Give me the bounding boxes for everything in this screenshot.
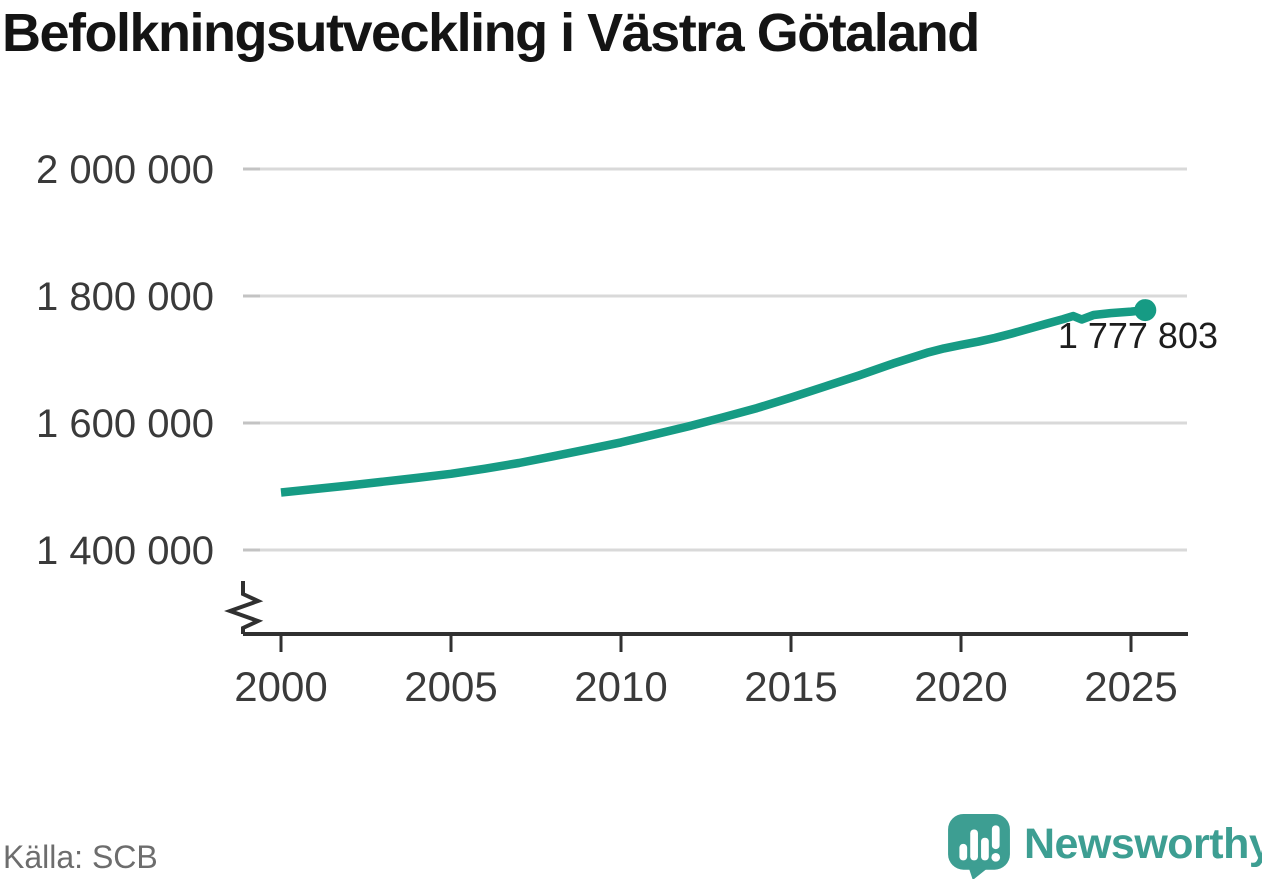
x-axis-tick-label: 2020 bbox=[914, 663, 1007, 710]
y-axis-tick-label: 1 400 000 bbox=[36, 529, 214, 573]
newsworthy-logo: Newsworthy bbox=[946, 814, 1262, 879]
newsworthy-speech-bubble-bar-chart-icon bbox=[948, 814, 1010, 879]
population-trend-line bbox=[280, 305, 1146, 497]
x-axis-tick-label: 2025 bbox=[1084, 663, 1177, 710]
y-axis-tick-label: 1 800 000 bbox=[36, 275, 214, 319]
x-axis-tick-label: 2000 bbox=[234, 663, 327, 710]
x-axis-tick-label: 2015 bbox=[744, 663, 837, 710]
newsworthy-wordmark: Newsworthy bbox=[1024, 820, 1262, 868]
y-axis-tick-label: 1 600 000 bbox=[36, 402, 214, 446]
x-axis-tick-label: 2005 bbox=[404, 663, 497, 710]
axis-break-icon bbox=[224, 581, 264, 634]
latest-value-marker bbox=[1134, 299, 1157, 322]
x-axis-tick-label: 2010 bbox=[574, 663, 667, 710]
page-title: Befolkningsutveckling i Västra Götaland bbox=[2, 3, 980, 63]
y-axis-tick-label: 2 000 000 bbox=[36, 148, 214, 192]
latest-value-label: 1 777 803 bbox=[1058, 315, 1218, 356]
source-note: Källa: SCB bbox=[3, 839, 158, 875]
